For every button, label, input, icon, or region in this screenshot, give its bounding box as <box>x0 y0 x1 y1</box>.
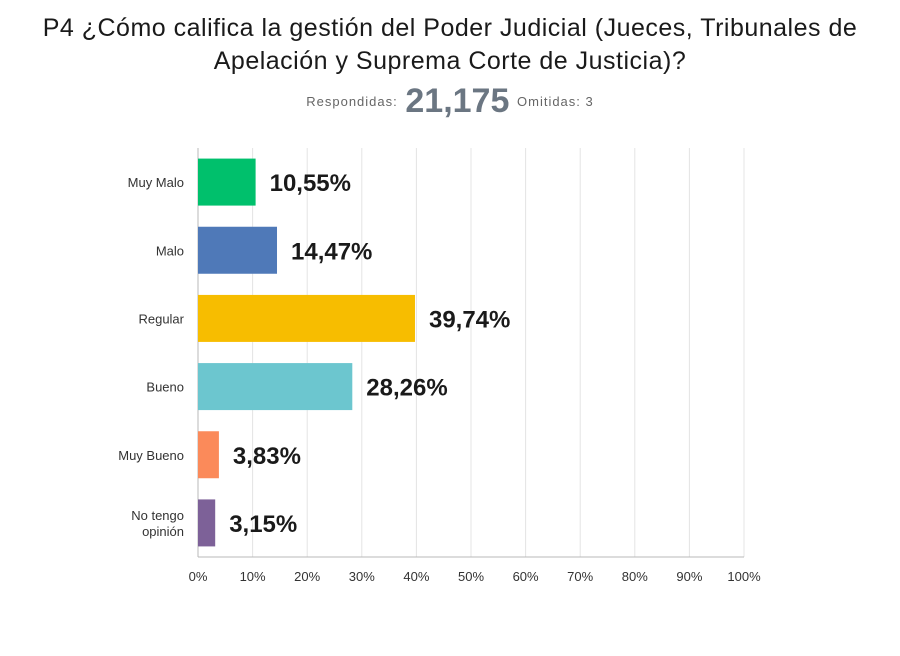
x-tick-label: 50% <box>458 569 484 584</box>
x-tick-label: 100% <box>727 569 761 584</box>
category-labels: Muy Malo Malo Regular Bueno Muy Bueno No teng… <box>118 175 184 539</box>
category-label: Bueno <box>146 380 184 395</box>
bar <box>198 226 278 274</box>
x-tick-label: 30% <box>349 569 375 584</box>
x-tick-label: 60% <box>513 569 539 584</box>
omitidas-label: Omitidas: 3 <box>517 94 594 109</box>
value-label: 14,47% <box>291 238 372 265</box>
bar <box>198 158 256 206</box>
value-label: 3,15% <box>229 511 297 538</box>
x-tick-label: 20% <box>294 569 320 584</box>
x-tick-labels: 0% 10% 20% 30% 40% 50% 60% 70% 80% 90% 100% <box>189 569 761 584</box>
value-label: 39,74% <box>429 306 510 333</box>
category-label: Malo <box>156 243 184 258</box>
bar <box>198 431 219 479</box>
x-tick-label: 90% <box>676 569 702 584</box>
value-label: 10,55% <box>270 170 351 197</box>
value-labels: 10,55% 14,47% 39,74% 28,26% 3,83% 3,15% <box>229 170 510 538</box>
category-label: Muy Bueno <box>118 448 184 463</box>
category-label: No tengo opinión <box>131 508 184 539</box>
x-tick-label: 40% <box>403 569 429 584</box>
respondidas-value: 21,175 <box>405 82 510 120</box>
x-tick-label: 0% <box>189 569 208 584</box>
chart-title: P4 ¿Cómo califica la gestión del Poder J… <box>42 14 858 75</box>
bar <box>198 294 415 342</box>
respondidas-label: Respondidas: <box>306 94 398 109</box>
bar <box>198 363 353 411</box>
x-tick-label: 70% <box>567 569 593 584</box>
value-label: 3,83% <box>233 443 301 470</box>
bars <box>198 158 415 547</box>
x-tick-label: 80% <box>622 569 648 584</box>
grid-lines <box>197 148 745 558</box>
category-label: Muy Malo <box>128 175 184 190</box>
x-tick-label: 10% <box>240 569 266 584</box>
response-summary: Respondidas: 21,175 Omitidas: 3 <box>0 82 900 121</box>
bar <box>198 499 216 547</box>
value-label: 28,26% <box>366 375 447 402</box>
category-label: Regular <box>138 311 184 326</box>
